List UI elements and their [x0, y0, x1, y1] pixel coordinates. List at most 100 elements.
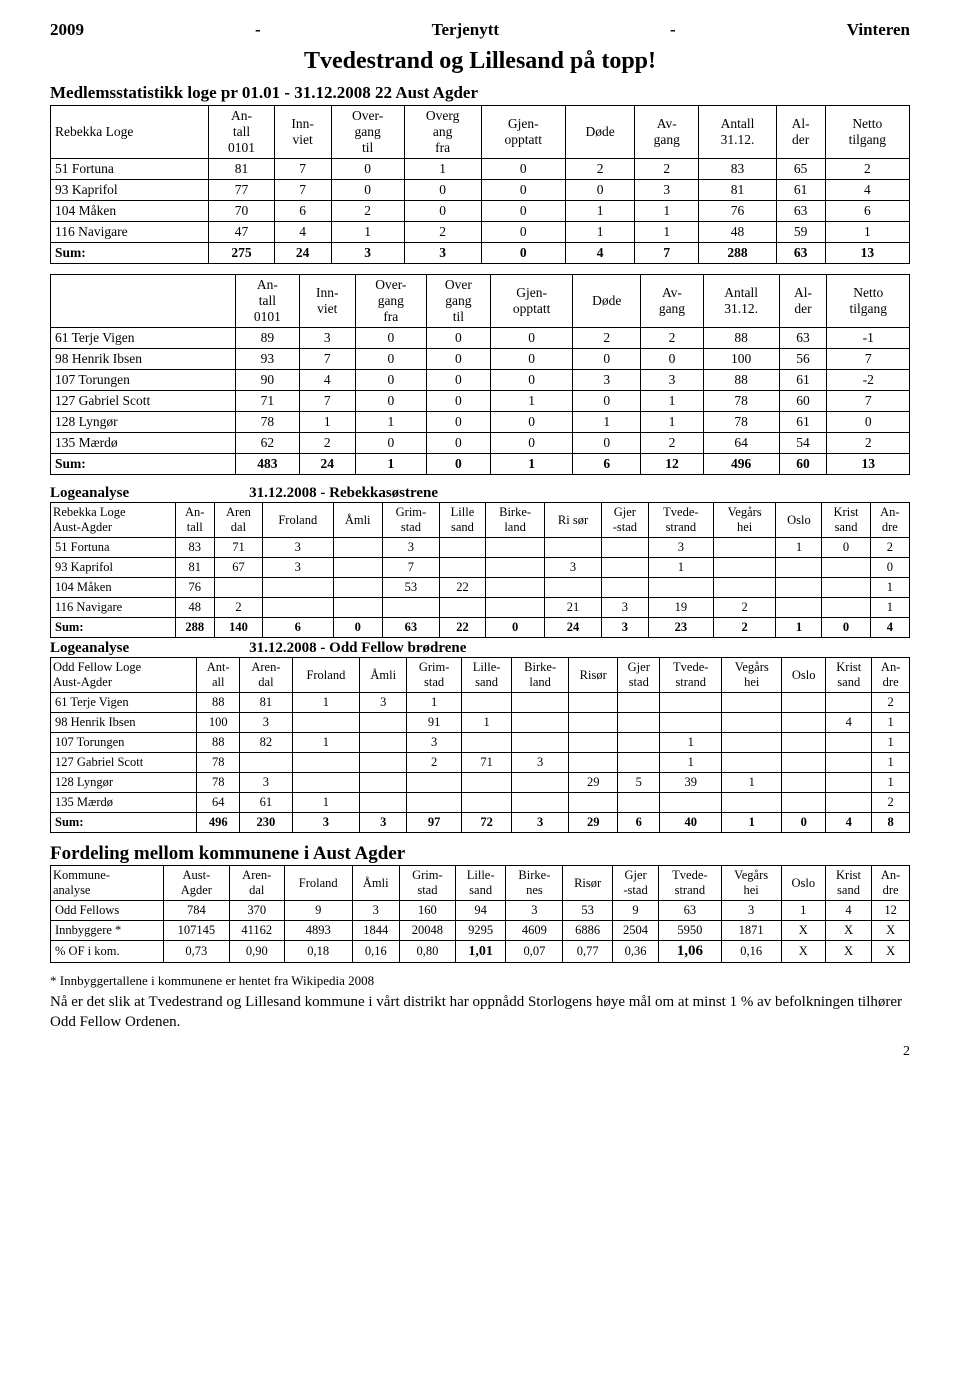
fordeling-title: Fordeling mellom kommunene i Aust Agder: [50, 843, 910, 865]
cell: 78: [703, 391, 779, 412]
cell: 370: [229, 901, 284, 921]
col-header: Åmli: [333, 503, 382, 538]
col-header: Lille-sand: [461, 658, 511, 693]
sum-cell: 0: [333, 618, 382, 638]
cell: 88: [197, 733, 240, 753]
cell: 7: [827, 391, 910, 412]
col-header: Kommune-analyse: [51, 866, 164, 901]
sum-cell: 8: [872, 813, 910, 833]
cell: 3: [641, 370, 704, 391]
cell: 62: [235, 433, 299, 454]
sum-cell: 13: [827, 454, 910, 475]
sum-cell: 275: [209, 243, 274, 264]
cell: 5: [618, 773, 660, 793]
sum-cell: 6: [573, 454, 641, 475]
cell: 94: [455, 901, 506, 921]
sum-cell: 0: [481, 243, 565, 264]
cell: 9: [612, 901, 658, 921]
cell: [660, 713, 722, 733]
cell: -2: [827, 370, 910, 391]
cell: 93 Kaprifol: [51, 180, 209, 201]
cell: 65: [776, 159, 825, 180]
cell: [407, 793, 462, 813]
cell: 6: [825, 201, 909, 222]
sum-cell: 12: [641, 454, 704, 475]
table-row: Odd Fellows784370931609435396331412: [51, 901, 910, 921]
col-header: Aren-dal: [229, 866, 284, 901]
col-header: Tvede-strand: [648, 503, 713, 538]
sum-cell: 3: [601, 618, 648, 638]
col-header: Over-gangtil: [331, 106, 404, 159]
cell: 9: [284, 901, 352, 921]
sum-row: Sum:27524330472886313: [51, 243, 910, 264]
cell: 116 Navigare: [51, 222, 209, 243]
sum-cell: Sum:: [51, 454, 236, 475]
cell: 104 Måken: [51, 201, 209, 222]
cell: 0: [355, 328, 426, 349]
cell: 1: [870, 598, 909, 618]
sum-cell: 24: [545, 618, 602, 638]
cell: 0,36: [612, 941, 658, 963]
cell: [512, 733, 569, 753]
col-header: Al-der: [779, 275, 827, 328]
cell: 78: [197, 753, 240, 773]
cell: 81: [175, 558, 214, 578]
cell: [618, 693, 660, 713]
cell: [569, 693, 618, 713]
col-header: Birke-land: [512, 658, 569, 693]
cell: 2: [827, 433, 910, 454]
col-header: Birke-land: [485, 503, 544, 538]
col-header: Rebekka LogeAust-Agder: [51, 503, 176, 538]
table-row: 107 Torungen88821311: [51, 733, 910, 753]
col-header: Nettotilgang: [827, 275, 910, 328]
col-header: [51, 275, 236, 328]
col-header: Tvede-strand: [659, 866, 721, 901]
col-header: Grim-stad: [382, 503, 439, 538]
sum-cell: Sum:: [51, 813, 197, 833]
cell: 1: [872, 753, 910, 773]
cell: 0: [490, 328, 572, 349]
cell: [826, 753, 872, 773]
table-row: 61 Terje Vigen88811312: [51, 693, 910, 713]
col-header: Lille-sand: [455, 866, 506, 901]
cell: [382, 598, 439, 618]
cell: 1: [292, 733, 359, 753]
cell: 0: [426, 349, 490, 370]
cell: 2: [404, 222, 481, 243]
cell: 0: [426, 328, 490, 349]
cell: -1: [827, 328, 910, 349]
cell: [240, 753, 292, 773]
cell: [333, 598, 382, 618]
logeanalyse-label-1: Logeanalyse: [50, 485, 129, 502]
sum-cell: 3: [404, 243, 481, 264]
cell: [618, 753, 660, 773]
cell: [545, 538, 602, 558]
page-title: Tvedestrand og Lillesand på topp!: [50, 48, 910, 75]
cell: 1,06: [659, 941, 721, 963]
sum-cell: 60: [779, 454, 827, 475]
cell: 128 Lyngør: [51, 773, 197, 793]
cell: 6886: [563, 921, 613, 941]
cell: 0: [490, 370, 572, 391]
cell: Odd Fellows: [51, 901, 164, 921]
sum-cell: 0: [782, 813, 826, 833]
col-header: Grim-stad: [399, 866, 455, 901]
table-row: 104 Måken7062001176636: [51, 201, 910, 222]
cell: [822, 558, 870, 578]
sum-cell: 4: [826, 813, 872, 833]
cell: 88: [197, 693, 240, 713]
sum-cell: 6: [263, 618, 334, 638]
sum-cell: 1: [722, 813, 782, 833]
sum-cell: 3: [331, 243, 404, 264]
cell: 78: [703, 412, 779, 433]
col-header: Oslo: [781, 866, 825, 901]
cell: 4: [826, 713, 872, 733]
cell: 128 Lyngør: [51, 412, 236, 433]
cell: 784: [164, 901, 230, 921]
page-header: 2009 - Terjenytt - Vinteren: [50, 20, 910, 40]
cell: 71: [214, 538, 262, 558]
table-row: 128 Lyngør7811001178610: [51, 412, 910, 433]
cell: [776, 598, 822, 618]
col-header: Risør: [569, 658, 618, 693]
cell: 0: [641, 349, 704, 370]
